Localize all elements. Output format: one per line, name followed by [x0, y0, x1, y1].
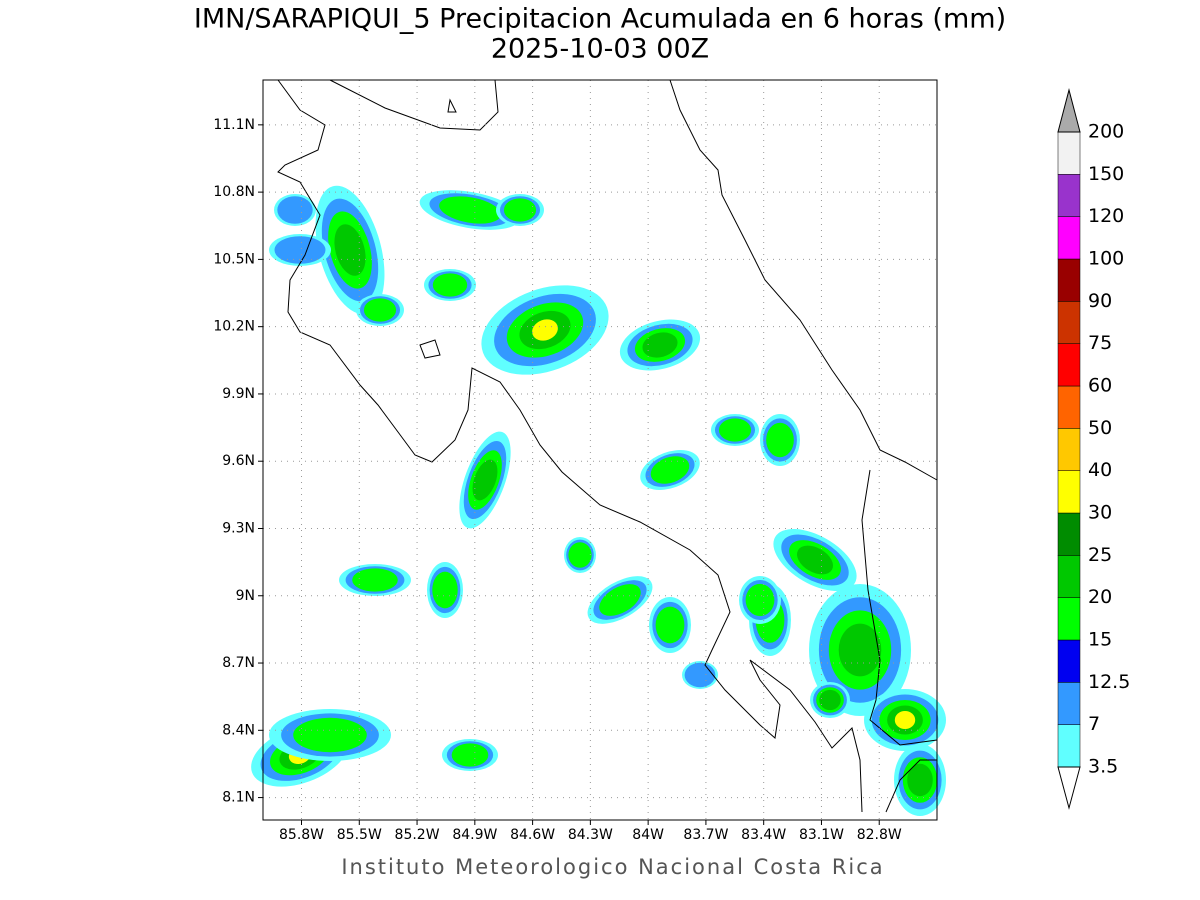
map-frame: [262, 79, 938, 821]
precip-area: [642, 332, 678, 358]
axes: 85.8W 85.5W 85.2W 84.9W 84.6W 84.3W 84W 83.7W 83…: [213, 117, 902, 843]
precip-area: [532, 319, 558, 341]
border: [861, 469, 938, 746]
precip-area: [274, 236, 326, 264]
colorbar-segment: [1057, 512, 1081, 556]
y-tick-label: 9.3N: [222, 520, 255, 536]
colorbar-segment: [1057, 639, 1081, 683]
precip-area: [838, 623, 882, 677]
colorbar-label: 150: [1088, 163, 1124, 185]
colorbar-label: 3.5: [1088, 756, 1118, 778]
colorbar-segment: [1057, 470, 1081, 514]
colorbar-label: 20: [1088, 586, 1112, 608]
precip-area: [472, 459, 498, 501]
y-tick-label: 8.4N: [222, 722, 255, 738]
colorbar-segment: [1057, 301, 1081, 344]
coastlines: [277, 79, 938, 813]
y-tick-label: 10.5N: [213, 251, 255, 267]
x-tick-label: 83.4W: [741, 827, 786, 843]
colorbar-label: 7: [1088, 713, 1100, 735]
colorbar-segment: [1057, 682, 1081, 725]
y-tick-label: 10.8N: [213, 184, 255, 200]
colorbar-over: [1057, 88, 1081, 133]
colorbar-segment: [1057, 597, 1081, 641]
coastline: [885, 759, 937, 813]
colorbar-segment: [1057, 555, 1081, 598]
colorbar-segment: [1057, 258, 1081, 302]
y-tick-label: 9N: [236, 588, 255, 604]
x-tick-label: 83.1W: [799, 827, 844, 843]
colorbar-segment: [1057, 216, 1081, 260]
colorbar-label: 100: [1088, 248, 1124, 270]
colorbar-label: 90: [1088, 290, 1112, 312]
precip-area: [568, 542, 592, 568]
colorbar-label: 60: [1088, 375, 1112, 397]
precip-area: [684, 662, 716, 688]
colorbar-label: 50: [1088, 417, 1112, 439]
x-tick-label: 84.6W: [510, 827, 555, 843]
colorbar-label: 15: [1088, 629, 1112, 651]
colorbar-label: 30: [1088, 502, 1112, 524]
precip-area: [432, 273, 468, 297]
precipitation-field: [251, 185, 946, 816]
precip-area: [439, 196, 501, 224]
precip-area: [363, 298, 397, 322]
footer: Instituto Meteorologico Nacional Costa R…: [341, 855, 884, 879]
colorbar-label: 25: [1088, 544, 1112, 566]
precip-area: [352, 568, 398, 592]
precip-area: [503, 198, 537, 222]
colorbar-segment: [1057, 343, 1081, 387]
colorbar-segment: [1057, 724, 1081, 768]
precip-area: [718, 418, 752, 442]
precip-area: [650, 456, 690, 484]
precip-area: [451, 743, 489, 767]
y-tick-label: 8.1N: [222, 790, 255, 806]
y-tick-label: 9.6N: [222, 453, 255, 469]
x-tick-label: 84.3W: [568, 827, 613, 843]
y-tick-label: 9.9N: [222, 386, 255, 402]
x-tick-label: 85.8W: [279, 827, 324, 843]
precip-area: [745, 583, 775, 617]
colorbar-segment: [1057, 428, 1081, 471]
colorbar-label: 40: [1088, 459, 1112, 481]
coastline: [419, 98, 457, 359]
precip-area: [766, 422, 794, 458]
precip-area: [894, 711, 916, 729]
x-tick-label: 84.9W: [452, 827, 497, 843]
colorbar: 3.5 7 12.5 15 20 25 30 40 50 60 75 90 100 120 150 200: [1057, 88, 1130, 810]
precip-area: [655, 606, 685, 644]
colorbar-label: 75: [1088, 332, 1112, 354]
y-tick-label: 8.7N: [222, 655, 255, 671]
precip-area: [432, 571, 458, 609]
y-tick-label: 11.1N: [213, 117, 255, 133]
coastline: [329, 79, 499, 131]
colorbar-under: [1057, 766, 1081, 810]
x-tick-label: 85.5W: [337, 827, 382, 843]
precip-area: [907, 763, 933, 797]
x-tick-label: 82.8W: [857, 827, 902, 843]
precip-area: [599, 584, 641, 616]
colorbar-label: 200: [1088, 121, 1124, 143]
colorbar-label: 120: [1088, 205, 1124, 227]
colorbar-segment: [1057, 385, 1081, 429]
precip-area: [293, 717, 367, 753]
precip-area: [334, 224, 366, 276]
colorbar-segment: [1057, 131, 1081, 175]
y-tick-label: 10.2N: [213, 319, 255, 335]
title: IMN/SARAPIQUI_5 Precipitacion Acumulada …: [194, 4, 1006, 35]
coastline: [669, 79, 938, 481]
x-tick-label: 85.2W: [395, 827, 440, 843]
colorbar-label: 12.5: [1088, 671, 1130, 693]
grid: [263, 80, 937, 820]
x-tick-label: 83.7W: [683, 827, 728, 843]
precip-area: [277, 196, 313, 224]
precip-area: [819, 689, 841, 711]
precip-area: [796, 545, 834, 575]
coastline: [277, 79, 863, 813]
x-tick-label: 84W: [632, 827, 664, 843]
colorbar-segment: [1057, 174, 1081, 217]
subtitle: 2025-10-03 00Z: [491, 34, 709, 65]
